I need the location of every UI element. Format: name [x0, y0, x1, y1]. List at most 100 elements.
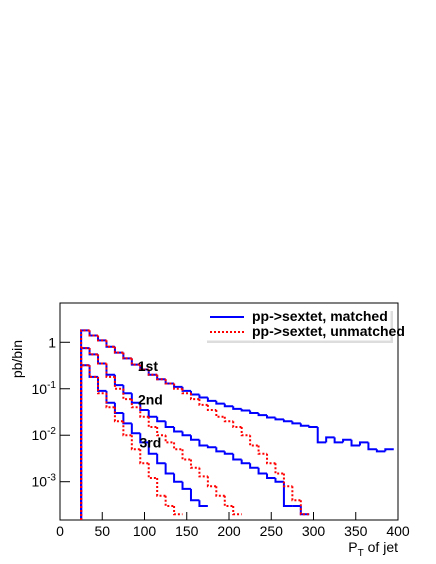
- histogram-bin: [173, 427, 183, 433]
- histogram-bin: [189, 393, 200, 401]
- histogram-bin: [139, 407, 149, 418]
- histogram-bin: [147, 463, 158, 480]
- histogram-bin: [249, 435, 259, 447]
- histogram-bin: [139, 364, 149, 371]
- histogram-bin: [80, 364, 90, 520]
- histogram-bin: [113, 376, 124, 390]
- annotation: 3rd: [140, 434, 162, 450]
- histogram-bin: [198, 399, 208, 406]
- histogram-bin: [164, 421, 175, 429]
- x-label-rest: of jet: [364, 539, 398, 555]
- histogram-bin: [88, 365, 99, 378]
- y-tick-label: 10-3: [32, 473, 57, 490]
- histogram-bin: [266, 453, 276, 465]
- histogram-bin: [147, 416, 158, 429]
- histogram-bin: [80, 329, 90, 520]
- histogram-bin: [257, 445, 268, 455]
- histogram-bin: [299, 423, 310, 427]
- histogram-bin: [206, 404, 217, 411]
- legend-label: pp->sextet, matched: [252, 308, 388, 324]
- histogram-bin: [282, 473, 293, 488]
- histogram-bin: [198, 467, 208, 478]
- histogram-bin: [113, 374, 124, 387]
- x-tick-label: 200: [217, 523, 241, 539]
- histogram-bin: [130, 423, 141, 435]
- histogram-bin: [198, 500, 208, 508]
- histogram-bin: [156, 478, 166, 497]
- histogram-bin: [113, 407, 124, 423]
- histogram-bin: [147, 442, 158, 455]
- histogram-bin: [173, 383, 183, 388]
- y-tick-base: 10: [32, 427, 48, 443]
- histogram-bin: [173, 383, 183, 390]
- histogram-bin: [122, 385, 132, 395]
- x-tick-label: 250: [260, 523, 284, 539]
- histogram-bin: [198, 439, 208, 447]
- histogram-bin: [316, 427, 327, 444]
- y-tick-base: 10: [32, 381, 48, 397]
- histogram-bin: [181, 481, 191, 490]
- histogram-bin: [249, 410, 259, 415]
- y-tick-label: 1: [48, 334, 56, 350]
- histogram-bin: [215, 400, 225, 405]
- histogram-bin: [189, 435, 200, 441]
- y-tick-exponent: -1: [47, 380, 56, 391]
- histogram-bin: [173, 473, 183, 483]
- y-axis-label: pb/bin: [9, 340, 25, 378]
- histogram-bin: [325, 436, 335, 443]
- histogram-bin: [122, 352, 132, 360]
- histogram-bin: [130, 393, 141, 404]
- x-tick-label: 150: [175, 523, 199, 539]
- y-tick-exponent: -3: [47, 473, 56, 484]
- histogram-bin: [291, 421, 301, 425]
- histogram-bin: [122, 421, 132, 437]
- histogram-bin: [215, 409, 225, 418]
- histogram-bin: [257, 467, 268, 475]
- histogram-bin: [105, 340, 115, 348]
- histogram-bin: [156, 427, 166, 437]
- histogram-bin: [189, 459, 200, 469]
- x-tick-label: 400: [386, 523, 410, 539]
- histogram-bin: [139, 449, 149, 465]
- histogram-bin: [249, 463, 259, 469]
- histogram-bin: [206, 476, 217, 488]
- histogram-bin: [342, 438, 352, 443]
- legend-box: [203, 307, 391, 341]
- histogram-bin: [173, 442, 183, 451]
- histogram-bin: [105, 393, 115, 409]
- histogram-bin: [282, 481, 293, 508]
- histogram-bin: [105, 363, 115, 376]
- histogram-bin: [232, 421, 242, 429]
- x-tick-label: 300: [302, 523, 326, 539]
- histogram-bin: [189, 488, 200, 502]
- histogram-bin: [223, 416, 234, 423]
- histogram-bin: [97, 376, 107, 392]
- histogram-bin: [358, 441, 369, 446]
- histogram-bin: [257, 413, 268, 417]
- histogram-bin: [223, 451, 234, 455]
- histogram-bin: [299, 506, 310, 516]
- histogram-bin: [274, 463, 284, 475]
- histogram-bin: [274, 478, 284, 483]
- histogram-bin: [147, 369, 158, 376]
- histogram-bin: [130, 399, 141, 409]
- histogram-bin: [97, 335, 107, 342]
- histogram-bin: [113, 402, 124, 415]
- histogram-bin: [139, 402, 149, 411]
- histogram-bin: [333, 437, 344, 444]
- histogram-bin: [156, 374, 166, 381]
- histogram-bin: [215, 486, 225, 497]
- histogram-bin: [215, 447, 225, 453]
- histogram-bin: [223, 495, 234, 508]
- histogram-bin: [88, 330, 99, 337]
- histogram-bin: [80, 347, 90, 520]
- histogram-bin: [156, 416, 166, 423]
- histogram-bin: [164, 495, 175, 508]
- x-tick-label: 0: [56, 523, 64, 539]
- histogram-bin: [164, 463, 175, 475]
- histogram-bin: [181, 388, 191, 395]
- annotation: 2nd: [138, 391, 163, 407]
- x-tick-label: 50: [94, 523, 110, 539]
- x-tick-label: 100: [133, 523, 157, 539]
- histogram-bin: [181, 386, 191, 392]
